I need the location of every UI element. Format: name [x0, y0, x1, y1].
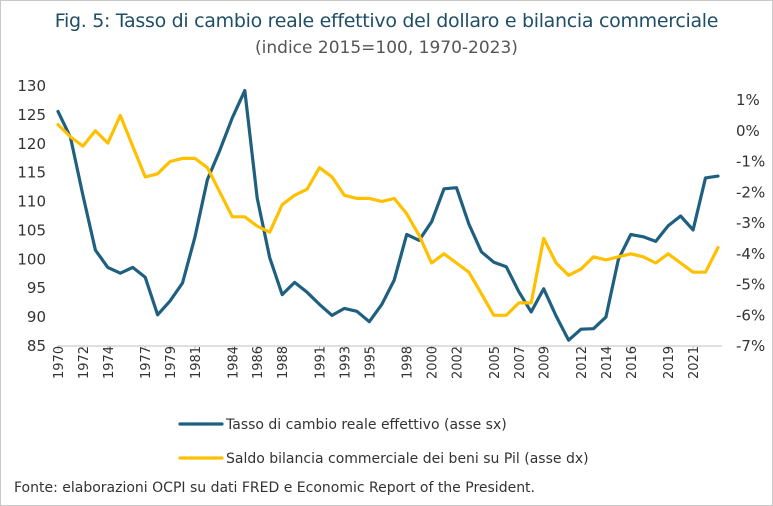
x-axis-tick-label: 1991 [314, 346, 329, 379]
x-axis-tick-label: 2021 [687, 346, 702, 379]
x-axis-tick-label: 1974 [102, 346, 117, 379]
left-axis-tick-label: 125 [17, 106, 46, 124]
x-axis-tick-label: 2005 [488, 346, 503, 379]
x-axis-tick-label: 2007 [513, 346, 528, 379]
right-axis-tick-label: 0% [736, 122, 760, 140]
x-axis-tick-label: 1984 [226, 346, 241, 379]
x-axis-tick-label: 1970 [52, 346, 67, 379]
x-axis-tick-label: 2009 [538, 346, 553, 379]
right-axis-tick-label: -6% [736, 306, 765, 324]
series-line-1 [56, 89, 720, 342]
x-axis-tick-label: 1995 [363, 346, 378, 379]
x-axis-tick-label: 1977 [139, 346, 154, 379]
left-axis-tick-label: 105 [17, 221, 46, 239]
x-axis-tick-label: 1988 [276, 346, 291, 379]
left-axis-tick-label: 110 [17, 193, 46, 211]
right-axis-tick-label: -7% [736, 337, 765, 355]
right-axis-tick-label: -3% [736, 214, 765, 232]
x-axis-tick-label: 1979 [164, 346, 179, 379]
right-axis-tick-label: -5% [736, 276, 765, 294]
x-axis-tick-label: 1986 [251, 346, 266, 379]
x-axis-tick-label: 1998 [401, 346, 416, 379]
left-axis-tick-label: 90 [27, 308, 46, 326]
left-axis-tick-label: 130 [17, 77, 46, 95]
x-axis-tick-label: 2002 [450, 346, 465, 379]
source-note: Fonte: elaborazioni OCPI su dati FRED e … [14, 480, 536, 496]
x-axis-tick-label: 1993 [338, 346, 353, 379]
left-axis-tick-label: 115 [17, 164, 46, 182]
right-axis-tick-label: 1% [736, 91, 760, 109]
left-axis-tick-label: 120 [17, 135, 46, 153]
right-axis-tick-label: -1% [736, 153, 765, 171]
right-axis-tick-label: -2% [736, 183, 765, 201]
right-axis-tick-label: -4% [736, 245, 765, 263]
x-axis-tick-label: 2012 [575, 346, 590, 379]
left-axis-tick-label: 85 [27, 337, 46, 355]
x-axis-tick-label: 2019 [662, 346, 677, 379]
x-axis-tick-label: 2016 [625, 346, 640, 379]
x-axis-tick-label: 2014 [600, 346, 615, 379]
chart-subtitle: (indice 2015=100, 1970-2023) [255, 38, 518, 58]
x-axis-tick-label: 1981 [189, 346, 204, 379]
legend-label-2: Saldo bilancia commerciale dei beni su P… [226, 451, 589, 467]
left-axis-tick-label: 95 [27, 279, 46, 297]
chart-title: Fig. 5: Tasso di cambio reale effettivo … [54, 10, 719, 32]
legend-label-1: Tasso di cambio reale effettivo (asse sx… [225, 417, 507, 433]
left-axis-tick-label: 100 [17, 250, 46, 268]
series-line-2 [56, 113, 720, 317]
x-axis-tick-label: 1972 [77, 346, 92, 379]
x-axis-tick-label: 2000 [426, 346, 441, 379]
